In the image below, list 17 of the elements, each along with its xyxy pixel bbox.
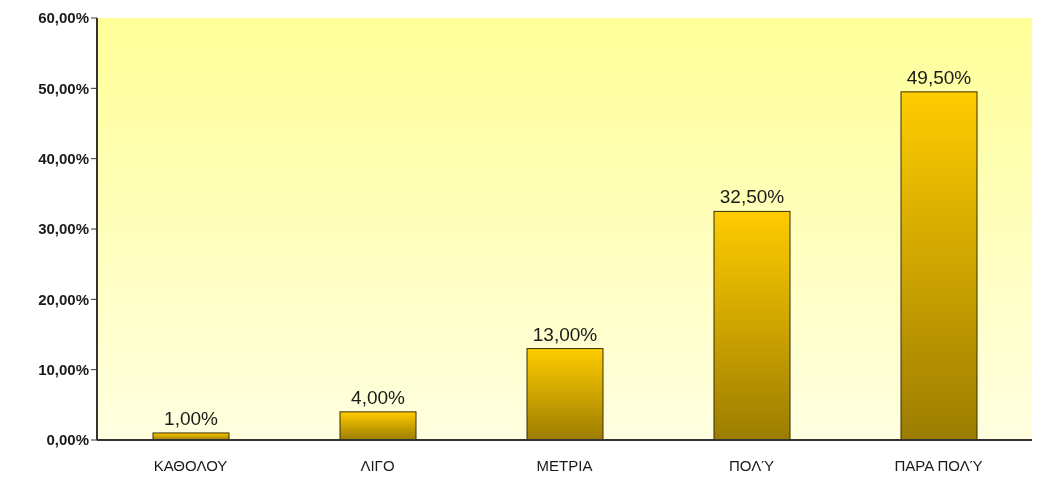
data-label: 1,00% (164, 407, 219, 429)
x-tick-label: ΜΕΤΡΙΑ (536, 456, 593, 474)
data-label: 32,50% (719, 186, 785, 208)
y-tick-label: 40,00% (38, 149, 89, 167)
y-tick-label: 50,00% (38, 79, 89, 97)
y-tick-label: 60,00% (38, 9, 89, 27)
x-tick-label: ΠΑΡΑ ΠΟΛΎ (894, 456, 983, 474)
x-tick-label: ΛΙΓΟ (360, 456, 395, 474)
data-label: 13,00% (532, 323, 598, 345)
x-tick-label: ΠΟΛΎ (728, 456, 775, 474)
x-tick-label: ΚΑΘΟΛΟΥ (153, 456, 228, 474)
y-tick-label: 10,00% (38, 360, 89, 378)
y-tick-label: 20,00% (38, 290, 89, 308)
data-label: 4,00% (351, 386, 406, 408)
data-label: 49,50% (906, 66, 972, 88)
y-tick-label: 30,00% (38, 220, 89, 238)
y-tick-label: 0,00% (46, 431, 89, 449)
